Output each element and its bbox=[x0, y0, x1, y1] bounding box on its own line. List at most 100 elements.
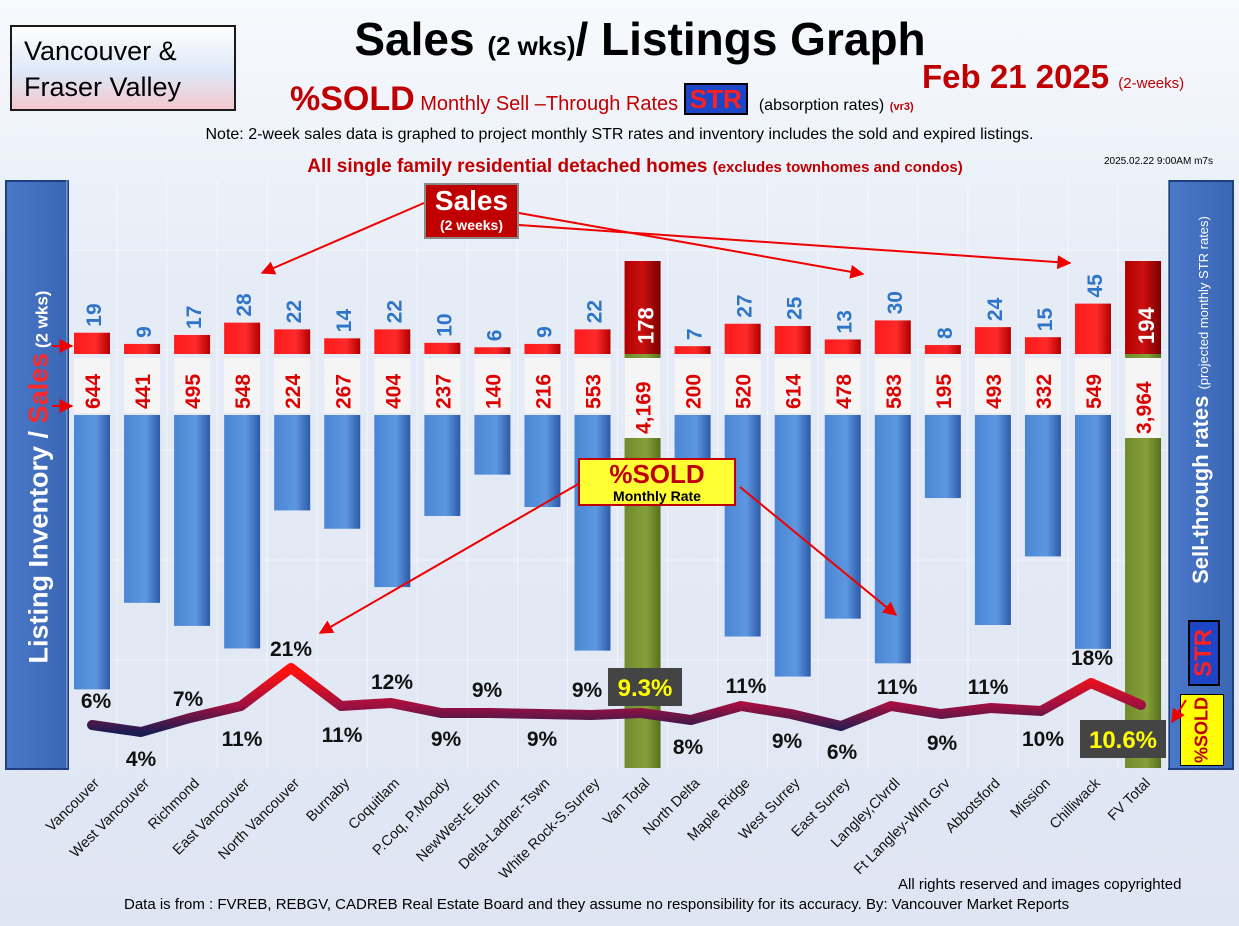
chart-title: Sales (2 wks)/ Listings Graph bbox=[250, 12, 1030, 66]
inventory-label-card bbox=[1075, 358, 1111, 413]
inventory-label-card bbox=[1125, 358, 1162, 438]
callout-arrow bbox=[518, 212, 865, 279]
sales-bar bbox=[374, 329, 411, 354]
inventory-bar bbox=[74, 415, 110, 690]
sales-bar bbox=[874, 320, 911, 354]
inventory-label-card bbox=[124, 358, 161, 413]
title-paren: (2 wks) bbox=[487, 31, 576, 61]
inventory-value-label: 224 bbox=[282, 374, 305, 409]
str-value-label: 11% bbox=[222, 728, 263, 751]
str-value-label: 11% bbox=[877, 676, 918, 699]
title-rest: / Listings Graph bbox=[575, 13, 926, 65]
inventory-value-label: 140 bbox=[482, 374, 505, 409]
total-str-badge bbox=[608, 668, 682, 706]
inventory-value-label: 553 bbox=[583, 374, 606, 409]
region-label-line2: Fraser Valley bbox=[24, 72, 182, 102]
sales-bar bbox=[974, 327, 1011, 354]
inventory-bar bbox=[324, 415, 361, 529]
total-sales-bar bbox=[624, 261, 661, 354]
sales-bar bbox=[574, 329, 611, 354]
inventory-label-card bbox=[174, 358, 211, 413]
inventory-value-label: 4,169 bbox=[633, 381, 656, 434]
chart-note: Note: 2-week sales data is graphed to pr… bbox=[205, 126, 1034, 143]
chart-subtitle: %SOLD Monthly Sell –Through Rates STR (a… bbox=[290, 80, 914, 119]
str-line bbox=[87, 663, 1146, 737]
inventory-value-label: 549 bbox=[1083, 374, 1106, 409]
str-value-label: 11% bbox=[968, 676, 1009, 699]
sales-value-label: 9 bbox=[133, 326, 156, 338]
sales-value-labels: 19 9 17 28 22 14 22 10 6 9 22 178 7 27 25 13 30 8 24 15 45 19… bbox=[83, 274, 1159, 344]
inventory-value-label: 216 bbox=[532, 374, 555, 409]
str-value-label: 9% bbox=[472, 679, 503, 702]
callout-arrow bbox=[739, 486, 898, 616]
sales-bar bbox=[674, 346, 711, 354]
inventory-bar bbox=[274, 415, 311, 511]
sales-value-label: 22 bbox=[383, 300, 406, 323]
inventory-value-label: 520 bbox=[733, 374, 756, 409]
sales-bars bbox=[74, 261, 1162, 354]
inventory-label-card bbox=[974, 358, 1011, 413]
inventory-label-card bbox=[924, 358, 961, 413]
inventory-value-label: 237 bbox=[432, 374, 455, 409]
inventory-label-card bbox=[874, 358, 911, 413]
total-sales-bar bbox=[1125, 261, 1162, 354]
str-value-label: 12% bbox=[371, 671, 413, 694]
sales-value-label: 27 bbox=[734, 294, 757, 317]
inventory-value-label: 195 bbox=[933, 374, 956, 409]
sales-value-label: 8 bbox=[934, 327, 957, 339]
inventory-bar bbox=[224, 415, 261, 649]
sales-value-label: 45 bbox=[1084, 274, 1107, 298]
category-label: Burnaby bbox=[304, 775, 354, 825]
inventory-value-label: 495 bbox=[182, 374, 205, 409]
category-label: Van Total bbox=[600, 776, 653, 829]
category-label: Ft Langley-Wlnt Grv bbox=[851, 775, 954, 878]
sales-bar bbox=[274, 329, 311, 354]
str-value-label: 11% bbox=[726, 675, 767, 698]
category-label: Abbotsford bbox=[943, 776, 1004, 837]
str-value-label: 18% bbox=[1071, 647, 1113, 670]
sales-bar bbox=[474, 347, 511, 354]
inventory-bar bbox=[924, 415, 961, 499]
inventory-bar bbox=[424, 415, 461, 516]
str-value-label: 6% bbox=[827, 741, 858, 764]
footer-source: Data is from : FVREB, REBGV, CADREB Real… bbox=[124, 896, 1070, 913]
str-value-label: 4% bbox=[126, 748, 157, 771]
sales-value-label: 25 bbox=[784, 296, 807, 320]
sales-value-label: 28 bbox=[233, 293, 256, 317]
sales-value-label: 22 bbox=[283, 300, 306, 323]
inventory-bar bbox=[574, 415, 611, 651]
sales-bar bbox=[924, 345, 961, 354]
inventory-value-label: 548 bbox=[232, 374, 255, 409]
sales-value-label: 10 bbox=[433, 313, 456, 336]
str-value-label: 21% bbox=[270, 638, 312, 661]
date-main: Feb 21 2025 bbox=[922, 58, 1110, 95]
inventory-value-label: 267 bbox=[332, 374, 355, 409]
str-value-label: 9% bbox=[527, 728, 558, 751]
category-label: Mission bbox=[1008, 776, 1054, 822]
inventory-value-label: 200 bbox=[683, 374, 706, 409]
sales-callout-sub: (2 weeks) bbox=[439, 217, 504, 233]
inventory-value-label: 583 bbox=[883, 374, 906, 409]
sales-value-label: 13 bbox=[834, 310, 857, 333]
inventory-value-label: 441 bbox=[132, 374, 155, 409]
left-axis-panel: Listing Inventory / Sales (2 wks) bbox=[5, 180, 69, 770]
inventory-value-label: 332 bbox=[1033, 374, 1056, 409]
sales-value-label: 14 bbox=[333, 309, 356, 333]
subtitle-pct: %SOLD bbox=[290, 80, 415, 118]
callout-arrow bbox=[1171, 699, 1187, 724]
subtitle-version: (vr3) bbox=[889, 101, 914, 113]
callout-arrows bbox=[52, 202, 1187, 724]
chart-scope: All single family residential detached h… bbox=[0, 156, 1239, 178]
sales-value-label: 24 bbox=[984, 297, 1007, 321]
inventory-bar bbox=[724, 415, 761, 637]
date-suffix: (2-weeks) bbox=[1118, 75, 1185, 92]
str-value-label: 6% bbox=[81, 690, 112, 713]
sales-value-label: 7 bbox=[684, 328, 707, 340]
inventory-label-card bbox=[524, 358, 561, 413]
category-label: Chilliwack bbox=[1047, 775, 1104, 832]
sales-bar bbox=[324, 338, 361, 354]
sales-value-label: 17 bbox=[183, 306, 206, 329]
sales-bar bbox=[1075, 303, 1111, 354]
category-label: FV Total bbox=[1105, 776, 1154, 825]
